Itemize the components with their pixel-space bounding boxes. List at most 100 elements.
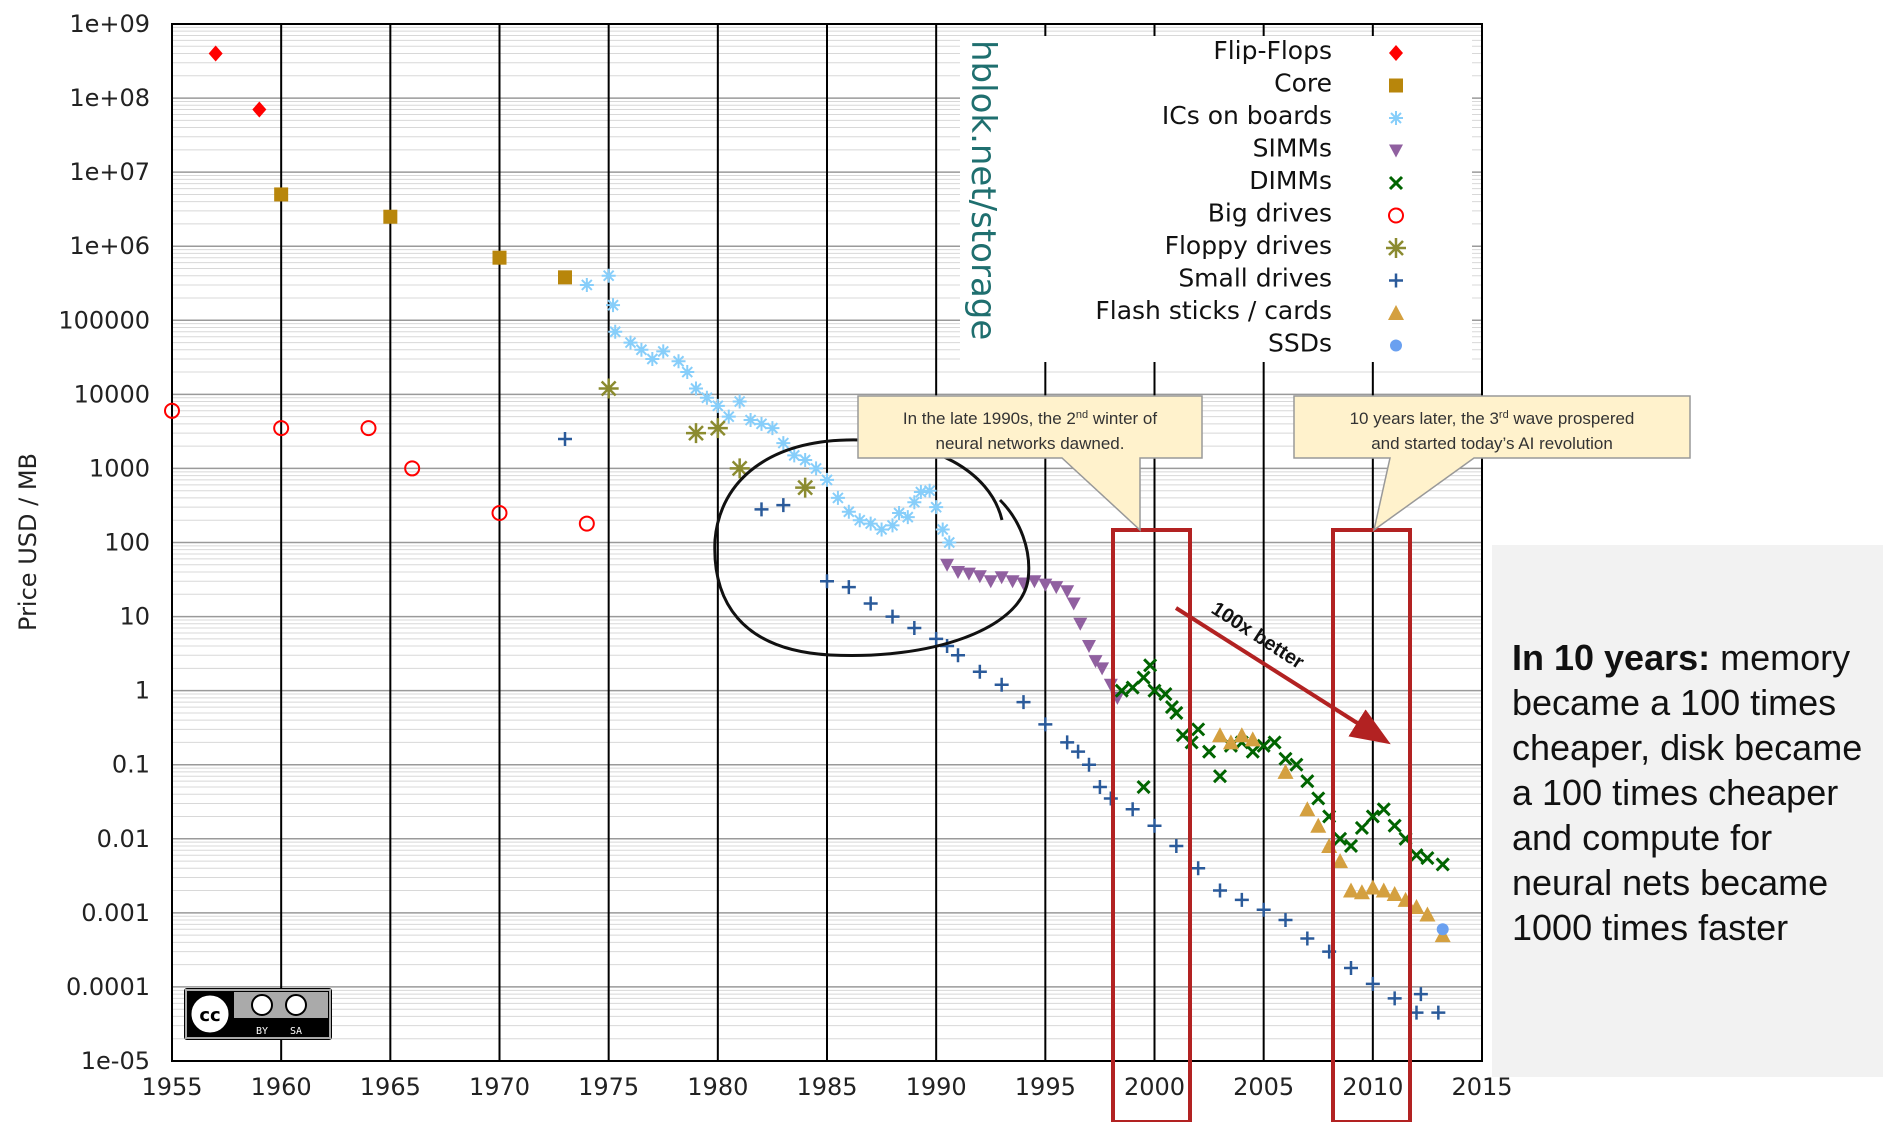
- data-point: [913, 485, 928, 500]
- data-point: [1364, 879, 1381, 895]
- data-point: [1158, 686, 1173, 702]
- data-point: [492, 250, 507, 265]
- data-point: [994, 571, 1009, 585]
- data-point: [809, 461, 824, 476]
- data-point: [1256, 902, 1271, 917]
- data-point: [1267, 735, 1282, 750]
- series-flash-sticks-cards: [1212, 727, 1451, 943]
- data-point: [1387, 991, 1402, 1006]
- data-point: [1095, 662, 1110, 676]
- legend-marker: [1388, 207, 1404, 224]
- data-point: [1409, 848, 1424, 863]
- x-tick-label: 1980: [687, 1073, 748, 1101]
- data-point: [1333, 831, 1348, 846]
- legend-marker: [1388, 305, 1404, 320]
- y-tick-label: 1e+08: [69, 84, 150, 112]
- data-point: [721, 409, 736, 424]
- data-point: [765, 421, 780, 436]
- data-point: [776, 498, 791, 513]
- data-point: [1310, 817, 1327, 833]
- data-point: [164, 402, 180, 419]
- data-point: [689, 381, 703, 396]
- data-point: [1125, 802, 1140, 817]
- data-point: [1332, 853, 1349, 869]
- x-tick-label: 1975: [578, 1073, 639, 1101]
- legend-label: SIMMs: [1253, 134, 1332, 163]
- data-point: [1233, 727, 1250, 743]
- data-point: [776, 436, 791, 451]
- data-point: [1005, 575, 1020, 589]
- callout-left: In the late 1990s, the 2nd winter of neu…: [857, 395, 1203, 532]
- data-point: [1431, 1005, 1446, 1020]
- y-tick-label: 0.001: [81, 899, 150, 927]
- series-ssds: [1436, 923, 1449, 936]
- data-point: [1387, 818, 1402, 833]
- data-point: [900, 510, 915, 525]
- data-point: [1213, 883, 1227, 898]
- y-tick-labels: 1e+091e+081e+071e+0610000010000100010010…: [58, 10, 150, 1075]
- data-point: [1136, 670, 1151, 685]
- y-tick-label: 0.01: [97, 825, 150, 853]
- legend-label: ICs on boards: [1162, 101, 1332, 130]
- data-point: [1143, 658, 1158, 673]
- x-tick-label: 1960: [251, 1073, 312, 1101]
- data-point: [710, 398, 725, 413]
- data-point: [1245, 744, 1260, 759]
- data-point: [907, 621, 922, 636]
- data-point: [1147, 818, 1162, 833]
- data-point: [1420, 850, 1435, 866]
- legend-marker: [1389, 78, 1403, 93]
- plot-frame: [171, 23, 1483, 1062]
- data-point: [754, 502, 769, 517]
- data-point: [558, 431, 572, 446]
- legend: Flip-Flops Core ICs on boards SIMMs DIMMs Big…: [1095, 36, 1406, 358]
- data-point: [961, 567, 976, 581]
- data-point: [1365, 976, 1380, 991]
- cc-by-sa-icon: cc BY SA: [185, 989, 331, 1039]
- legend-marker: [1389, 273, 1403, 288]
- series-core: [274, 187, 572, 285]
- legend-label: Flip-Flops: [1213, 36, 1332, 65]
- data-point: [1191, 722, 1206, 737]
- data-point: [1234, 892, 1249, 907]
- data-point: [1419, 906, 1436, 922]
- data-point: [208, 45, 223, 62]
- data-point: [929, 631, 944, 646]
- data-point: [1202, 744, 1217, 759]
- data-point: [743, 413, 758, 428]
- legend-marker: [1390, 339, 1402, 352]
- data-point: [863, 596, 878, 611]
- y-tick-label: 1e+09: [69, 10, 150, 38]
- data-point: [1082, 640, 1096, 654]
- callout-right-line1: 10 years later, the 3rd wave prospered: [1350, 409, 1635, 428]
- data-point: [1212, 769, 1228, 784]
- y-tick-label: 1e-05: [81, 1047, 150, 1075]
- summary-heading: In 10 years:: [1512, 637, 1711, 678]
- data-point: [578, 515, 595, 532]
- y-tick-label: 1: [135, 677, 150, 705]
- data-point: [656, 344, 671, 359]
- x-tick-label: 2015: [1451, 1073, 1512, 1101]
- legend-label: SSDs: [1268, 329, 1332, 358]
- y-tick-label: 1e+07: [69, 158, 150, 186]
- data-point: [1092, 780, 1107, 795]
- legend-label: Floppy drives: [1165, 231, 1332, 260]
- legend-marker: [1389, 144, 1403, 158]
- data-point: [787, 448, 802, 463]
- data-point: [1082, 757, 1096, 772]
- y-tick-label: 0.0001: [66, 973, 150, 1001]
- data-point: [885, 609, 900, 624]
- data-point: [1244, 731, 1261, 747]
- data-point: [1212, 727, 1228, 743]
- callout-right-line2: and started today’s AI revolution: [1371, 434, 1613, 453]
- data-point: [686, 423, 706, 444]
- data-point: [1311, 791, 1326, 806]
- data-point: [1114, 683, 1129, 698]
- improvement-arrow: [1174, 606, 1391, 745]
- data-point: [491, 505, 508, 522]
- data-point: [1169, 838, 1184, 853]
- data-point: [404, 460, 421, 477]
- data-point: [1256, 738, 1271, 753]
- data-point: [671, 354, 686, 369]
- legend-marker: [1386, 238, 1406, 258]
